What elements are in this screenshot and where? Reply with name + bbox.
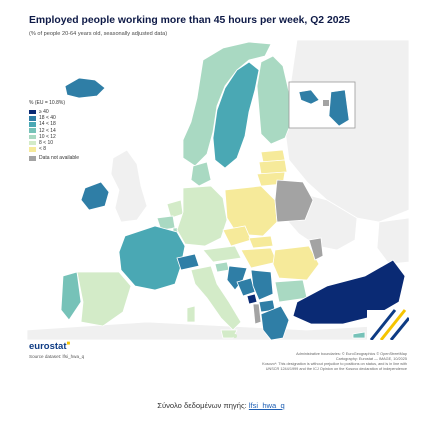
hungary: [240, 247, 278, 269]
source-dataset: Source dataset: lfsi_hwa_q: [29, 354, 85, 359]
caucasus-land: [376, 217, 409, 265]
montenegro: [246, 293, 258, 305]
legend-swatch: [29, 134, 36, 140]
cyprus: [352, 331, 366, 339]
legend-na-row: Data not available: [29, 155, 109, 161]
bosnia: [236, 277, 256, 297]
map-subtitle: (% of people 20-64 years old, seasonally…: [29, 31, 168, 37]
logo-star-icon: ■: [66, 341, 71, 347]
credit-line-2: Cartography: Eurostat — IMAGE, 10/2025: [335, 357, 407, 361]
legend-row: 12 < 14: [29, 128, 109, 134]
germany: [176, 185, 228, 247]
legend-label: 12 < 14: [39, 127, 56, 134]
belarus: [274, 179, 314, 223]
denmark: [190, 161, 212, 187]
legend-row: ≥ 40: [29, 109, 109, 115]
legend-label: 18 < 40: [39, 115, 56, 122]
romania: [272, 245, 320, 281]
footer-prefix: Σύνολο δεδομένων πηγής:: [157, 401, 249, 410]
moldova: [308, 237, 324, 261]
legend-label: < 8: [39, 146, 47, 153]
sardinia: [186, 305, 196, 323]
credit-line-1: Administrative boundaries: © EuroGeograp…: [296, 352, 407, 356]
greece: [260, 305, 290, 340]
legend-label: 14 < 18: [39, 121, 56, 128]
turkiye: [292, 259, 406, 325]
credit-line-3: Kosovo*: This designation is without pre…: [262, 362, 407, 366]
legend-swatch: [29, 122, 36, 127]
ireland: [80, 181, 110, 211]
italy: [190, 265, 242, 331]
legend-swatch: [29, 128, 36, 133]
portugal: [60, 271, 82, 321]
inset-island-1: [298, 89, 320, 105]
slovenia: [214, 261, 230, 273]
poland: [224, 185, 278, 237]
finland: [256, 55, 294, 145]
france: [118, 225, 186, 291]
hatch-corner: [367, 309, 409, 340]
legend-swatch: [29, 115, 36, 121]
map-credits: Administrative boundaries: © EuroGeograp…: [227, 352, 407, 372]
legend-row: 10 < 12: [29, 134, 109, 140]
legend-row: < 8: [29, 146, 109, 152]
inset-island-3: [323, 100, 329, 106]
legend-na-label: Data not available: [39, 155, 80, 162]
slovakia: [248, 235, 274, 249]
united-kingdom: [110, 149, 148, 223]
inset-island-2: [328, 89, 350, 127]
latvia: [258, 159, 288, 175]
legend-swatch: [29, 109, 36, 115]
eurostat-logo: eurostat■: [29, 341, 70, 352]
switzerland: [176, 253, 200, 271]
legend-label: ≥ 40: [39, 109, 49, 116]
austria: [202, 245, 242, 263]
netherlands: [166, 199, 184, 219]
bulgaria: [274, 279, 308, 303]
legend-swatch: [29, 140, 36, 146]
legend-row: 18 < 40: [29, 115, 109, 121]
malta: [233, 334, 237, 338]
north-africa-land: [27, 321, 409, 340]
legend-row: 14 < 18: [29, 121, 109, 127]
spain: [76, 271, 132, 327]
footer-dataset-link[interactable]: lfsi_hwa_q: [248, 401, 285, 410]
footer-source: Σύνολο δεδομένων πηγής: lfsi_hwa_q: [0, 401, 442, 410]
albania: [252, 303, 262, 325]
serbia: [250, 269, 274, 301]
legend-swatch: [29, 146, 36, 152]
europe-map: [27, 40, 409, 340]
map-legend: % (EU = 10.8%) ≥ 40 18 < 40 14 < 18 12 < 14…: [29, 100, 109, 162]
norway: [182, 41, 272, 167]
sweden: [212, 61, 260, 169]
legend-label: 10 < 12: [39, 133, 56, 140]
map-card: Employed people working more than 45 hou…: [27, 10, 409, 371]
legend-title: % (EU = 10.8%): [29, 100, 65, 106]
legend-label: 8 < 10: [39, 140, 54, 147]
logo-text: eurostat: [29, 341, 67, 352]
legend-row: 8 < 10: [29, 140, 109, 146]
iceland: [64, 77, 106, 99]
legend-na-swatch: [29, 156, 36, 161]
map-title: Employed people working more than 45 hou…: [29, 15, 351, 26]
credit-line-4: UNSCR 1244/1999 and the ICJ Opinion on t…: [265, 367, 407, 371]
